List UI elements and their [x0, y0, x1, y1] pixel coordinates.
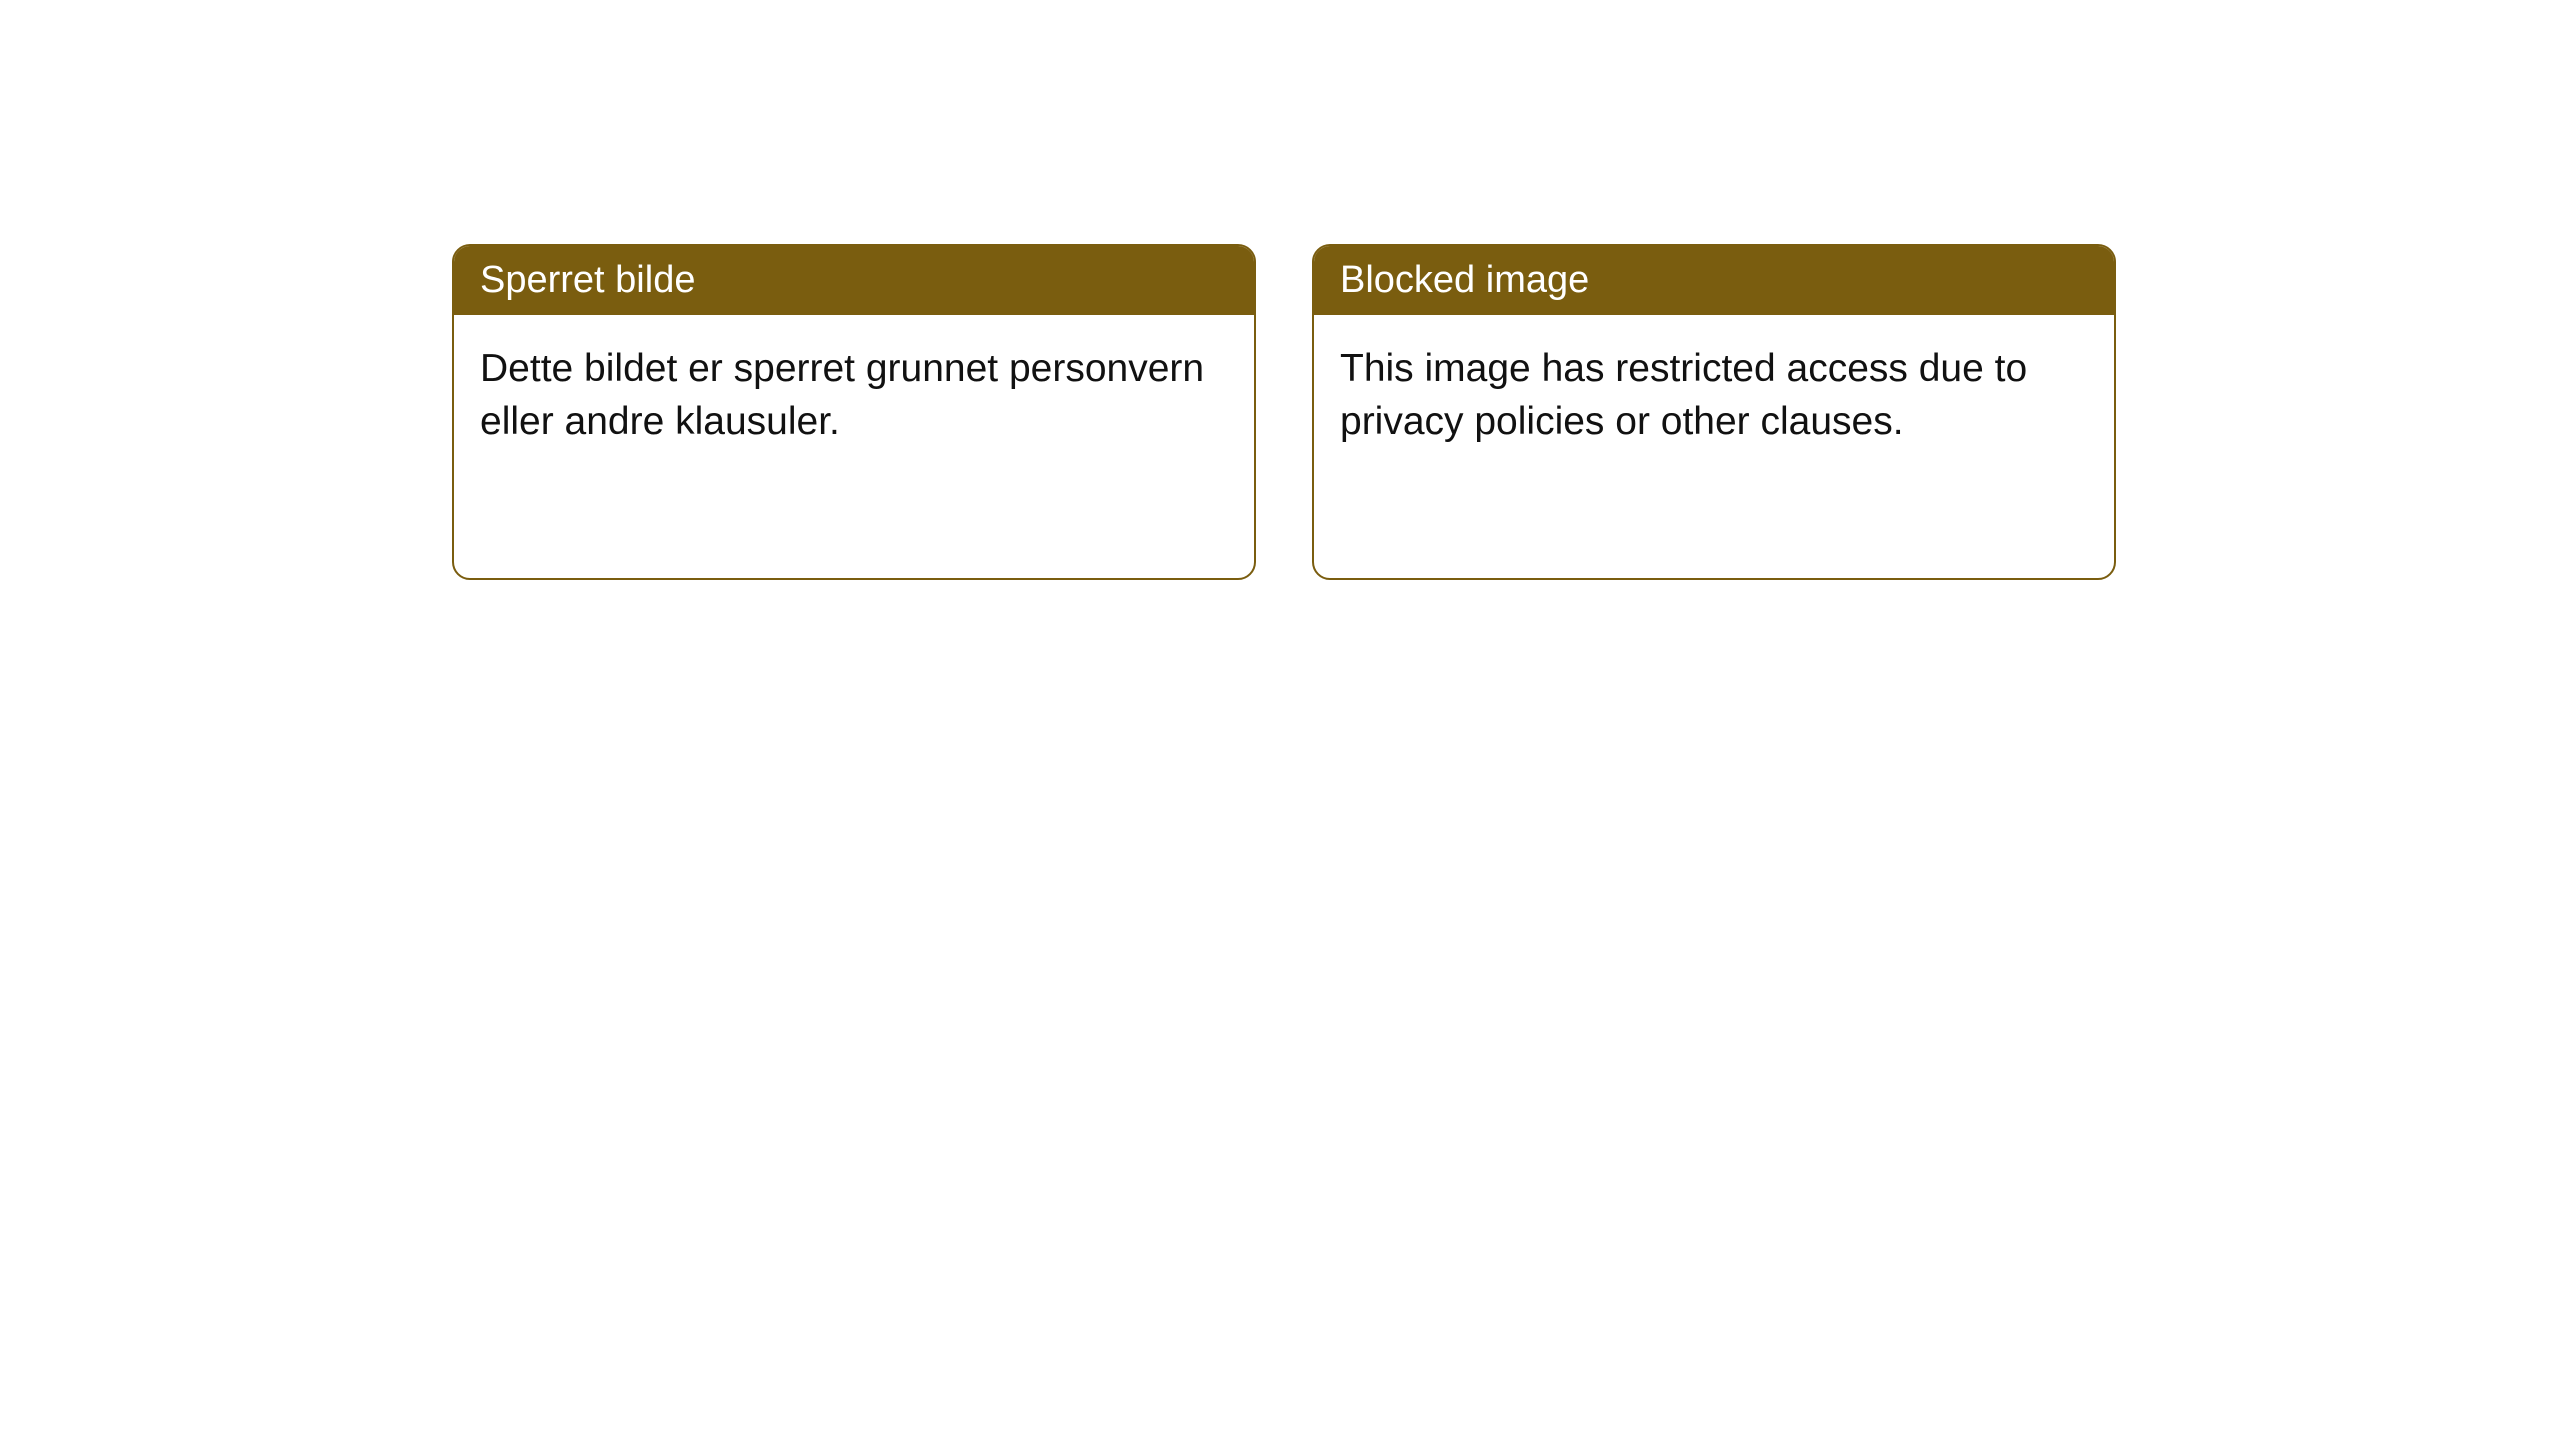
notice-header: Blocked image	[1314, 246, 2114, 315]
notice-container: Sperret bilde Dette bildet er sperret gr…	[452, 244, 2116, 580]
notice-card-norwegian: Sperret bilde Dette bildet er sperret gr…	[452, 244, 1256, 580]
notice-card-english: Blocked image This image has restricted …	[1312, 244, 2116, 580]
notice-header: Sperret bilde	[454, 246, 1254, 315]
notice-body: Dette bildet er sperret grunnet personve…	[454, 315, 1254, 476]
notice-body: This image has restricted access due to …	[1314, 315, 2114, 476]
